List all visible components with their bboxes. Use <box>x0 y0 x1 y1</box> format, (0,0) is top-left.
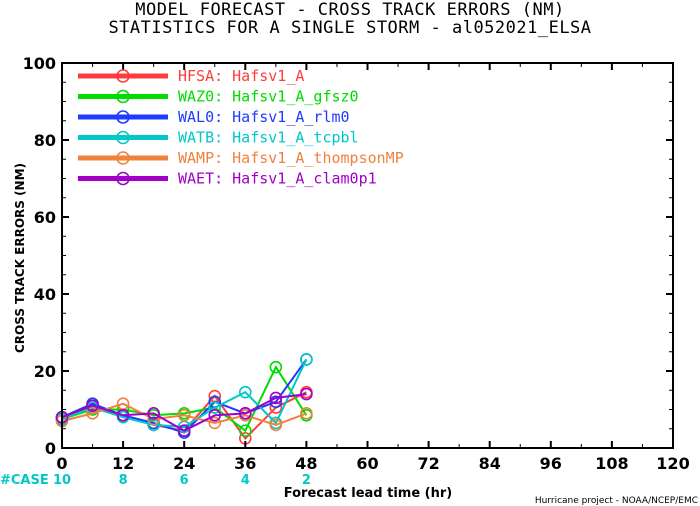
data-point-5-5 <box>208 408 222 422</box>
data-point-4-7 <box>269 418 283 432</box>
data-point-5-8 <box>300 387 313 401</box>
legend-marker-2 <box>116 110 130 124</box>
y-axis-label: CROSS TRACK ERRORS (NM) <box>13 163 27 353</box>
legend-name-2: Hafsv1_A_rlm0 <box>232 108 349 126</box>
legend-marker-4 <box>116 151 130 165</box>
legend-label-1: WAZ0: Hafsv1_A_gfsz0 <box>178 88 359 106</box>
x-tick-label-96: 96 <box>540 454 562 473</box>
x-tick-label-120: 120 <box>656 454 689 473</box>
x-axis-label: Forecast lead time (hr) <box>284 486 452 501</box>
case-count-label: #CASE <box>0 473 49 488</box>
legend-marker-5 <box>116 171 130 186</box>
data-point-3-8 <box>300 353 313 366</box>
plot-axes: 0 20 40 60 80 100 0 12 24 36 48 60 72 84 96 108 120 <box>23 54 690 473</box>
x-tick-label-12: 12 <box>112 454 134 473</box>
legend-marker-1 <box>116 89 130 104</box>
data-point-3-5 <box>208 401 222 414</box>
data-point-4-8 <box>300 407 313 420</box>
data-point-3-6 <box>239 385 252 399</box>
case-count-2: 6 <box>180 473 189 488</box>
legend-name-4: Hafsv1_A_thompsonMP <box>232 149 404 167</box>
x-tick-label-108: 108 <box>595 454 628 473</box>
legend-label-0: HFSA: Hafsv1_A <box>178 67 304 85</box>
legend-label-3: WATB: Hafsv1_A_tcpbl <box>178 129 359 147</box>
credit-text: Hurricane project - NOAA/NCEP/EMC <box>535 496 698 506</box>
x-tick-label-36: 36 <box>234 454 256 473</box>
legend-marker-0 <box>116 69 130 83</box>
data-point-5-7 <box>269 391 283 405</box>
series-line-4 <box>61 402 307 426</box>
x-tick-label-0: 0 <box>56 454 67 473</box>
data-point-4-1 <box>86 407 99 420</box>
data-point-5-4 <box>177 424 191 437</box>
data-point-5-3 <box>147 407 160 420</box>
legend-name-1: Hafsv1_A_gfsz0 <box>232 88 358 106</box>
data-point-1-7 <box>269 360 283 374</box>
x-tick-label-24: 24 <box>173 454 195 473</box>
x-tick-label-84: 84 <box>479 454 501 473</box>
legend-code-4: WAMP: <box>178 149 223 167</box>
legend-code-1: WAZ0: <box>178 88 223 106</box>
legend-name-0: Hafsv1_A <box>232 67 304 85</box>
series-line-5 <box>61 393 307 432</box>
data-point-5-6 <box>239 407 252 420</box>
data-point-4-4 <box>177 408 191 422</box>
y-tick-label-80: 80 <box>34 131 56 150</box>
data-point-5-2 <box>116 408 130 422</box>
data-point-5-1 <box>86 399 99 412</box>
legend-code-3: WATB: <box>178 129 223 147</box>
y-tick-label-100: 100 <box>23 54 56 73</box>
case-count-4: 2 <box>302 473 311 488</box>
y-tick-label-20: 20 <box>34 362 56 381</box>
x-tick-label-48: 48 <box>295 454 317 473</box>
chart-subtitle: STATISTICS FOR A SINGLE STORM - al052021… <box>108 18 592 38</box>
x-tick-label-72: 72 <box>417 454 439 473</box>
chart-title: MODEL FORECAST - CROSS TRACK ERRORS (NM) <box>135 0 565 20</box>
legend-name-3: Hafsv1_A_tcpbl <box>232 129 358 147</box>
case-count-3: 4 <box>241 473 250 488</box>
x-tick-label-60: 60 <box>356 454 378 473</box>
y-tick-label-0: 0 <box>45 439 56 458</box>
y-tick-label-60: 60 <box>34 208 56 227</box>
case-count-1: 8 <box>119 473 128 488</box>
legend-marker-3 <box>116 130 130 145</box>
legend: HFSA: Hafsv1_A WAZ0: Hafsv1_A_gfsz0 WAL0: Haf… <box>78 67 404 188</box>
legend-label-2: WAL0: Hafsv1_A_rlm0 <box>178 108 350 126</box>
series-line-3 <box>61 358 308 428</box>
legend-name-5: Hafsv1_A_clam0p1 <box>232 170 377 188</box>
plot-frame <box>61 62 674 449</box>
y-tick-label-40: 40 <box>34 285 56 304</box>
series-lines <box>55 353 313 445</box>
legend-label-4: WAMP: Hafsv1_A_thompsonMP <box>178 149 404 167</box>
data-point-1-6 <box>239 424 252 437</box>
legend-code-5: WAET: <box>178 170 223 188</box>
data-point-4-5 <box>208 416 222 430</box>
case-count-0: 10 <box>53 473 71 488</box>
legend-label-5: WAET: Hafsv1_A_clam0p1 <box>178 170 377 188</box>
legend-code-2: WAL0: <box>178 108 223 126</box>
legend-code-0: HFSA: <box>178 67 223 85</box>
case-counts: 10 8 6 4 2 <box>53 473 311 488</box>
